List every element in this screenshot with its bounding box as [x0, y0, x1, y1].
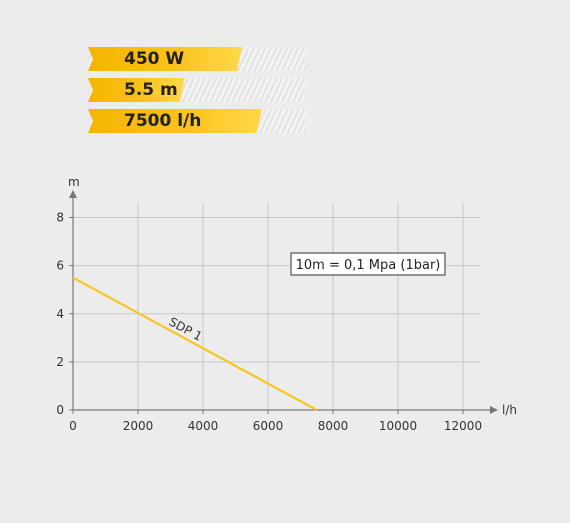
y-tick-label: 6: [56, 259, 64, 273]
x-tick-label: 2000: [123, 419, 154, 433]
y-axis-arrow: [69, 190, 77, 198]
spec-head-value: 5.5 m: [124, 80, 178, 100]
x-tick-label: 10000: [379, 419, 417, 433]
y-tick-label: 4: [56, 307, 64, 321]
y-axis-unit: m: [68, 175, 80, 189]
y-tick-label: 2: [56, 355, 64, 369]
spec-power-value: 450 W: [124, 49, 185, 69]
x-tick-label: 6000: [253, 419, 284, 433]
spec-flow-value: 7500 l/h: [124, 111, 202, 131]
annotation-box: [290, 252, 446, 276]
spec-row-head: 5.5 m: [88, 78, 308, 102]
x-axis-unit: l/h: [502, 403, 517, 417]
x-tick-label: 0: [69, 419, 77, 433]
spec-row-flow: 7500 l/h: [88, 109, 308, 133]
spec-row-power: 450 W: [88, 47, 308, 71]
chart-tick-labels: 0 2000 4000 6000 8000 10000 12000 0 2 4 6 8: [56, 211, 482, 434]
y-tick-label: 8: [56, 211, 64, 225]
spec-fill: [88, 47, 242, 71]
chart-grid: [73, 203, 480, 410]
spec-fill: [88, 109, 262, 133]
y-tick-label: 0: [56, 403, 64, 417]
spec-bars: 450 W 5.5 m 7500 l/h: [88, 47, 308, 140]
x-axis-arrow: [490, 406, 498, 414]
series-line-sdp-1: [72, 276, 318, 411]
x-tick-label: 12000: [444, 419, 482, 433]
chart-annotation: 10m = 0,1 Mpa (1bar): [290, 252, 446, 276]
x-tick-label: 4000: [188, 419, 219, 433]
spec-fill: [88, 78, 185, 102]
chart-series: SDP 1: [72, 276, 318, 411]
x-tick-label: 8000: [318, 419, 349, 433]
annotation-text: 10m = 0,1 Mpa (1bar): [296, 258, 441, 273]
chart-axes: [69, 190, 498, 414]
